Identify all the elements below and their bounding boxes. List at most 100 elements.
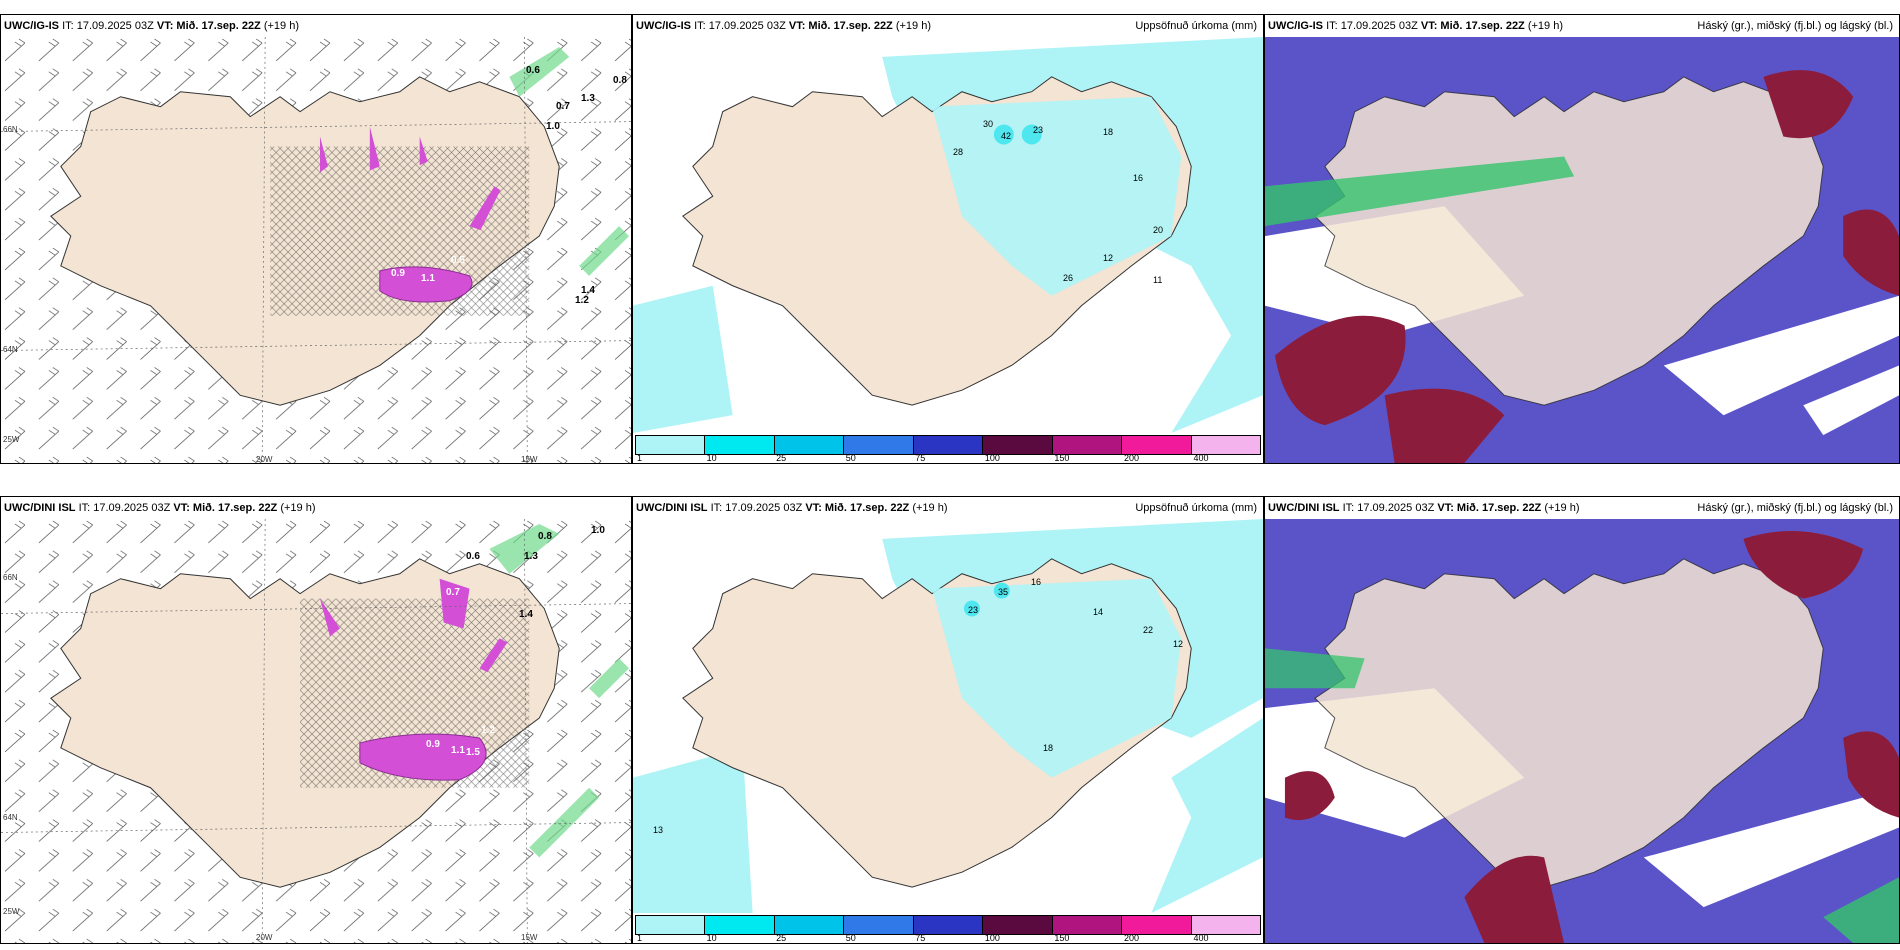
precip-value: 20 bbox=[1153, 225, 1164, 235]
snow-value: 1.5 bbox=[466, 747, 480, 758]
lead-time: (+19 h) bbox=[1544, 502, 1580, 514]
precip-value: 14 bbox=[1093, 607, 1104, 617]
init-time: IT: 17.09.2025 03Z bbox=[78, 502, 171, 514]
mid-cloud bbox=[1284, 771, 1335, 821]
precip-value: 35 bbox=[998, 587, 1009, 597]
lat-label: 64N bbox=[3, 345, 18, 354]
snow-value: 0.9 bbox=[426, 739, 440, 750]
colorbar-swatch bbox=[983, 916, 1053, 934]
model-name: UWC/IG-IS bbox=[636, 20, 691, 32]
snow-wind-map[interactable] bbox=[1, 37, 631, 463]
colorbar-swatch bbox=[1052, 436, 1123, 454]
panel-dini-snow: UWC/DINI ISL IT: 17.09.2025 03Z VT: Mið.… bbox=[0, 496, 632, 944]
precip-field bbox=[1171, 216, 1263, 433]
panel-header: UWC/DINI ISL IT: 17.09.2025 03Z VT: Mið.… bbox=[633, 497, 1263, 519]
mid-cloud bbox=[1274, 315, 1406, 426]
panel-header: UWC/IG-IS IT: 17.09.2025 03Z VT: Mið. 17… bbox=[1265, 15, 1899, 37]
colorbar-tick: 75 bbox=[915, 933, 926, 943]
colorbar-swatch bbox=[1122, 916, 1192, 934]
mid-cloud bbox=[1843, 209, 1899, 296]
colorbar-swatch bbox=[1191, 916, 1260, 934]
precip-field-land bbox=[932, 578, 1182, 778]
colorbar-swatch bbox=[913, 436, 984, 454]
snow-wind-map[interactable] bbox=[1, 519, 631, 943]
colorbar-swatch bbox=[705, 916, 775, 934]
precip-value: 30 bbox=[983, 119, 994, 129]
snow-value: 1.2 bbox=[481, 725, 495, 736]
colorbar-tick: 150 bbox=[1054, 453, 1070, 463]
precip-max bbox=[963, 600, 980, 617]
precip-colorbar: 1 10 25 50 75 100 150 200 400 bbox=[633, 433, 1263, 463]
colorbar-tick: 1 bbox=[637, 933, 643, 943]
colorbar-swatch bbox=[705, 436, 775, 454]
lead-time: (+19 h) bbox=[263, 20, 300, 32]
colorbar-swatch bbox=[636, 916, 706, 934]
colorbar-tick: 75 bbox=[915, 453, 926, 463]
colorbar-tick: 50 bbox=[845, 933, 856, 943]
lead-time: (+19 h) bbox=[1527, 20, 1564, 32]
precip-field bbox=[633, 747, 753, 913]
init-time: IT: 17.09.2025 03Z bbox=[694, 20, 786, 32]
mid-cloud bbox=[1763, 70, 1854, 139]
snow-value: 1.0 bbox=[546, 121, 560, 132]
lat-label: 66N bbox=[3, 573, 18, 582]
model-name: UWC/DINI ISL bbox=[636, 502, 708, 514]
precip-map[interactable] bbox=[633, 37, 1263, 433]
valid-time: VT: Mið. 17.sep. 22Z bbox=[173, 502, 278, 514]
snow-value: 1.4 bbox=[581, 285, 595, 296]
colorbar-tick: 200 bbox=[1123, 453, 1139, 463]
precip-value: 26 bbox=[1063, 273, 1074, 283]
panel-ig-snow: UWC/IG-IS IT: 17.09.2025 03Z VT: Mið. 17… bbox=[0, 14, 632, 464]
clear-area bbox=[1663, 295, 1899, 416]
colorbar-swatch bbox=[636, 436, 706, 454]
init-time: IT: 17.09.2025 03Z bbox=[1342, 502, 1435, 514]
colorbar-tick: 400 bbox=[1193, 453, 1209, 463]
precip-field-land bbox=[932, 96, 1182, 296]
panel-ig-clouds: UWC/IG-IS IT: 17.09.2025 03Z VT: Mið. 17… bbox=[1264, 14, 1900, 464]
iceland-landmass bbox=[1314, 76, 1824, 406]
cloud-map[interactable] bbox=[1265, 519, 1899, 943]
panel-ig-precip: UWC/IG-IS IT: 17.09.2025 03Z VT: Mið. 17… bbox=[632, 14, 1264, 464]
colorbar-tick: 50 bbox=[845, 453, 856, 463]
precip-colorbar: 1 10 25 50 75 100 150 200 400 bbox=[633, 913, 1263, 943]
snow-value: 1.1 bbox=[451, 745, 465, 756]
lon-label: 15W bbox=[521, 933, 538, 942]
rain-band bbox=[509, 46, 630, 276]
lead-time: (+19 h) bbox=[912, 502, 948, 514]
lat-label: 64N bbox=[3, 813, 18, 822]
rain-band bbox=[489, 523, 630, 858]
snow-value: 1.4 bbox=[519, 609, 533, 620]
colorbar-swatch bbox=[774, 916, 845, 934]
precip-max bbox=[993, 582, 1010, 599]
iceland-landmass bbox=[1314, 558, 1824, 888]
snow-value: 1.1 bbox=[421, 273, 435, 284]
mid-cloud bbox=[1843, 731, 1899, 818]
panel-header: UWC/DINI ISL IT: 17.09.2025 03Z VT: Mið.… bbox=[1265, 497, 1899, 519]
valid-time: VT: Mið. 17.sep. 22Z bbox=[156, 20, 261, 32]
colorbar-swatch bbox=[844, 436, 914, 454]
lon-label: 20W bbox=[256, 933, 273, 942]
clear-area bbox=[1803, 365, 1899, 436]
lon-label: 15W bbox=[521, 455, 538, 464]
lead-time: (+19 h) bbox=[280, 502, 316, 514]
precip-field bbox=[633, 285, 733, 433]
snow-value: 1.2 bbox=[575, 295, 589, 306]
colorbar-swatch bbox=[844, 916, 914, 934]
precip-max bbox=[993, 124, 1014, 145]
cloud-map[interactable] bbox=[1265, 37, 1899, 463]
colorbar-tick: 10 bbox=[706, 933, 717, 943]
precip-value: 11 bbox=[1153, 275, 1163, 285]
panel-header: UWC/IG-IS IT: 17.09.2025 03Z VT: Mið. 17… bbox=[1, 15, 631, 37]
product-title: Uppsöfnuð úrkoma (mm) bbox=[1135, 502, 1257, 514]
snow-value: 0.7 bbox=[446, 587, 460, 598]
low-cloud-band bbox=[1265, 156, 1575, 227]
clear-area bbox=[1643, 787, 1899, 908]
model-name: UWC/IG-IS bbox=[1268, 20, 1323, 32]
precip-map[interactable] bbox=[633, 519, 1263, 913]
low-cloud-band bbox=[1823, 877, 1899, 943]
mid-cloud bbox=[1384, 388, 1505, 463]
snow-area bbox=[319, 126, 501, 231]
model-name: UWC/DINI ISL bbox=[1268, 502, 1340, 514]
snow-value: 0.6 bbox=[466, 551, 480, 562]
init-time: IT: 17.09.2025 03Z bbox=[62, 20, 154, 32]
